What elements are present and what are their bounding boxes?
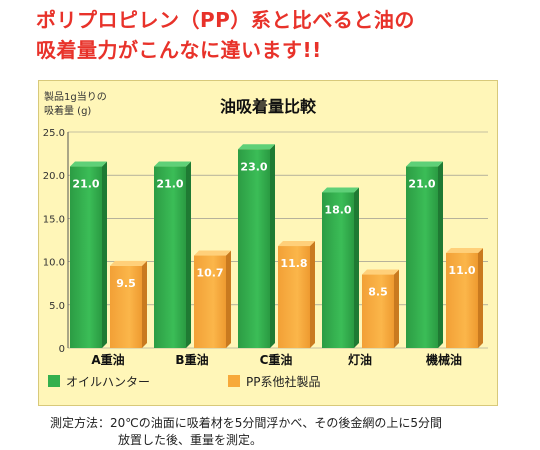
x-category-label: A重油 bbox=[91, 352, 124, 367]
bar-side bbox=[142, 260, 147, 348]
y-axis-label-line-1: 製品1g当りの bbox=[44, 90, 107, 103]
headline-line-1: ポリプロピレン（PP）系と比べると油の bbox=[36, 8, 415, 32]
bar-value-label: 21.0 bbox=[408, 178, 435, 191]
y-tick-label: 10.0 bbox=[43, 258, 65, 269]
legend-swatch-oilhunter bbox=[48, 375, 60, 387]
bar-value-label: 23.0 bbox=[240, 160, 267, 173]
bar bbox=[194, 255, 226, 348]
headline-line-2: 吸着量力がこんなに違います!! bbox=[36, 38, 322, 62]
bar-top bbox=[362, 269, 399, 275]
legend-swatch-pp bbox=[228, 375, 240, 387]
bar-top bbox=[194, 250, 231, 256]
y-tick-label: 5.0 bbox=[49, 301, 65, 312]
bar-value-label: 9.5 bbox=[116, 277, 136, 290]
y-tick-label: 20.0 bbox=[43, 171, 65, 182]
bar bbox=[278, 246, 310, 348]
bar-top bbox=[278, 241, 315, 247]
bar bbox=[238, 149, 270, 348]
bar-side bbox=[310, 241, 315, 348]
footnote-line-2: 放置した後、重量を測定。 bbox=[118, 433, 263, 447]
bar bbox=[362, 274, 394, 348]
bar-chart: 油吸着量比較 製品1g当りの 吸着量 (g) 0 5.0 10.0 15.0 20.0 2… bbox=[43, 90, 488, 389]
bar-value-label: 11.8 bbox=[280, 257, 307, 270]
x-category-label: 機械油 bbox=[426, 352, 462, 367]
bar-value-label: 11.0 bbox=[448, 264, 475, 277]
bar-side bbox=[478, 247, 483, 348]
bar-top bbox=[154, 161, 191, 167]
bar bbox=[110, 265, 142, 348]
bar-top bbox=[406, 161, 443, 167]
y-axis-label-line-2: 吸着量 (g) bbox=[44, 104, 91, 117]
x-category-label: B重油 bbox=[175, 352, 208, 367]
bar-side bbox=[226, 250, 231, 348]
bar-value-label: 8.5 bbox=[368, 286, 388, 299]
bar-side bbox=[102, 161, 107, 348]
footnote-line-1: 測定方法：20℃の油面に吸着材を5分間浮かべ、その後金網の上に5分間 bbox=[50, 416, 443, 430]
bar bbox=[446, 252, 478, 348]
bar bbox=[154, 166, 186, 348]
bar bbox=[70, 166, 102, 348]
bar-value-label: 21.0 bbox=[156, 178, 183, 191]
bar-value-label: 10.7 bbox=[196, 267, 223, 280]
bar-top bbox=[70, 161, 107, 167]
y-tick-label: 15.0 bbox=[43, 214, 65, 225]
bar bbox=[406, 166, 438, 348]
y-tick-label: 0 bbox=[59, 344, 65, 355]
bar-value-label: 18.0 bbox=[324, 203, 351, 216]
bar-top bbox=[110, 260, 147, 266]
chart-title: 油吸着量比較 bbox=[220, 97, 317, 116]
x-category-label: C重油 bbox=[260, 352, 293, 367]
legend-label-pp: PP系他社製品 bbox=[246, 374, 320, 389]
bar-side bbox=[354, 187, 359, 348]
bar-top bbox=[238, 144, 275, 150]
bar-top bbox=[322, 187, 359, 193]
bar-side bbox=[270, 144, 275, 348]
bar bbox=[322, 192, 354, 348]
bar-side bbox=[438, 161, 443, 348]
legend-label-oilhunter: オイルハンター bbox=[66, 375, 150, 389]
y-tick-label: 25.0 bbox=[43, 128, 65, 139]
x-category-label: 灯油 bbox=[348, 352, 372, 367]
bar-top bbox=[446, 247, 483, 253]
bar-side bbox=[394, 269, 399, 348]
bar-value-label: 21.0 bbox=[72, 178, 99, 191]
bar-side bbox=[186, 161, 191, 348]
